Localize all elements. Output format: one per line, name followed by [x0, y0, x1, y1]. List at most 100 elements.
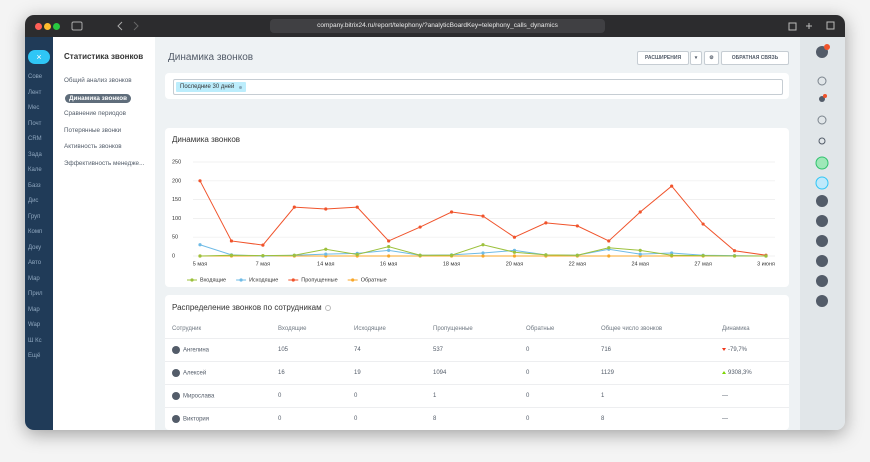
employee-avatar	[172, 415, 180, 423]
contact-avatar[interactable]	[816, 235, 828, 247]
forward-button[interactable]	[133, 21, 139, 31]
y-tick-label: 50	[172, 235, 178, 241]
sidebar-item[interactable]: Wap	[28, 322, 41, 328]
sidebar-item[interactable]: Мар	[28, 306, 40, 313]
data-point	[670, 253, 674, 257]
search-icon[interactable]	[818, 137, 826, 145]
feedback-button[interactable]: ОБРАТНАЯ СВЯЗЬ	[721, 51, 789, 65]
contact-avatar[interactable]	[816, 215, 828, 227]
y-tick-label: 150	[172, 197, 181, 203]
data-point	[481, 251, 485, 255]
table-cell: 537	[433, 347, 444, 353]
data-point	[387, 254, 391, 258]
chart: Динамика звонков 0 50 100 150 200 250 5 мая 7 м…	[172, 135, 775, 283]
back-button[interactable]	[117, 21, 123, 31]
extensions-button[interactable]: РАСШИРЕНИЯ	[637, 51, 689, 65]
employee-avatar	[172, 392, 180, 400]
bell-icon[interactable]	[819, 96, 825, 102]
contact-avatar[interactable]	[816, 275, 828, 287]
data-point	[198, 243, 202, 247]
tabs-overview[interactable]	[826, 21, 835, 30]
section-menu-item[interactable]: Сравнение периодов	[64, 110, 126, 117]
data-point	[512, 254, 517, 258]
sidebar-item[interactable]: Дис	[28, 198, 39, 204]
sidebar-item[interactable]: Комп	[28, 229, 43, 235]
sidebar-item[interactable]: Сове	[28, 74, 43, 80]
dropdown-button[interactable]: ▾	[690, 51, 702, 65]
chat-icon[interactable]	[815, 176, 829, 190]
x-tick-label: 14 мая	[317, 261, 334, 267]
section-menu-item[interactable]: Активность звонков	[64, 143, 122, 150]
data-point	[764, 254, 768, 258]
data-point	[481, 254, 485, 258]
trend-arrow	[722, 347, 726, 351]
sidebar-item[interactable]: Базз	[28, 182, 41, 189]
sidebar-item[interactable]: Доку	[28, 244, 42, 251]
employee-name: Мирослава	[183, 393, 215, 400]
sidebar-item[interactable]: CRM	[28, 136, 42, 142]
section-menu-item[interactable]: Общий анализ звонков	[64, 77, 132, 84]
sidebar-item[interactable]: Груп	[28, 213, 41, 220]
data-point	[355, 252, 359, 257]
data-point	[355, 205, 359, 209]
employee-cell: Виктория	[172, 415, 209, 423]
legend-swatch	[291, 278, 295, 282]
x-tick-label: 16 мая	[380, 261, 397, 267]
sidebar-item[interactable]: Мес	[28, 105, 40, 111]
close-slider[interactable]: ×	[28, 50, 50, 64]
sidebar-item[interactable]: Зада	[28, 151, 42, 158]
timer-icon[interactable]	[817, 115, 827, 125]
section-menu-item[interactable]: Потерянные звонки	[64, 126, 122, 134]
trend-value: -79,7%	[728, 347, 748, 353]
data-point	[229, 239, 234, 243]
badge	[824, 44, 830, 50]
minimize-window[interactable]	[44, 23, 51, 30]
new-tab[interactable]	[806, 23, 812, 29]
sidebar-item[interactable]: Лент	[28, 89, 42, 96]
share[interactable]	[788, 22, 797, 31]
x-tick-label: 22 мая	[569, 261, 586, 267]
chart-title: Динамика звонков	[172, 135, 240, 144]
sidebar-item[interactable]: Кале	[28, 167, 42, 173]
column-header: Общее число звонков	[601, 326, 663, 332]
y-tick-label: 100	[172, 216, 181, 222]
sidebar-item[interactable]: Мар	[28, 275, 40, 282]
close-window[interactable]	[35, 23, 42, 30]
data-point	[638, 248, 642, 252]
sidebar-item[interactable]: Авто	[28, 260, 42, 266]
row-separator	[165, 384, 789, 385]
column-header: Обратные	[526, 326, 555, 332]
open-lines-icon[interactable]	[815, 156, 829, 170]
sidebar-item[interactable]: Почт	[28, 120, 42, 127]
data-point	[575, 253, 579, 257]
notifications-icon[interactable]	[817, 76, 827, 86]
sidebar-item[interactable]: Прил	[28, 291, 43, 297]
table-cell: 716	[601, 347, 612, 353]
filter-tag[interactable]: Последние 30 дней	[176, 82, 247, 92]
data-point	[638, 210, 642, 214]
rail-icons	[815, 44, 830, 307]
maximize-window[interactable]	[53, 23, 60, 30]
section-menu-item[interactable]: Эффективность менедже...	[64, 159, 145, 167]
sidebar-item[interactable]: Ещё	[28, 353, 41, 359]
x-tick-label: 18 мая	[443, 261, 460, 267]
contact-avatar[interactable]	[816, 295, 828, 307]
table-cell: 16	[278, 370, 285, 376]
contact-avatar[interactable]	[816, 255, 828, 267]
legend-swatch	[239, 278, 243, 282]
filter-input[interactable]: Последние 30 дней	[173, 79, 783, 95]
employee-avatar	[172, 369, 180, 377]
contact-avatar[interactable]	[816, 195, 828, 207]
trend-cell: -79,7%	[722, 347, 747, 353]
data-point	[701, 222, 705, 226]
data-point	[229, 253, 234, 257]
settings-button[interactable]: ⚙	[704, 51, 719, 65]
table-cell: 0	[278, 416, 282, 422]
data-point	[512, 250, 517, 254]
sidebar-toggle[interactable]	[71, 21, 83, 31]
section-menu-item[interactable]: Динамика звонков	[65, 93, 131, 103]
address-bar[interactable]: company.bitrix24.ru/report/telephony/?an…	[270, 19, 605, 33]
sidebar-item[interactable]: Ш Кс	[28, 337, 42, 344]
trend-cell: 9308,3%	[722, 370, 752, 376]
data-point	[387, 245, 391, 249]
